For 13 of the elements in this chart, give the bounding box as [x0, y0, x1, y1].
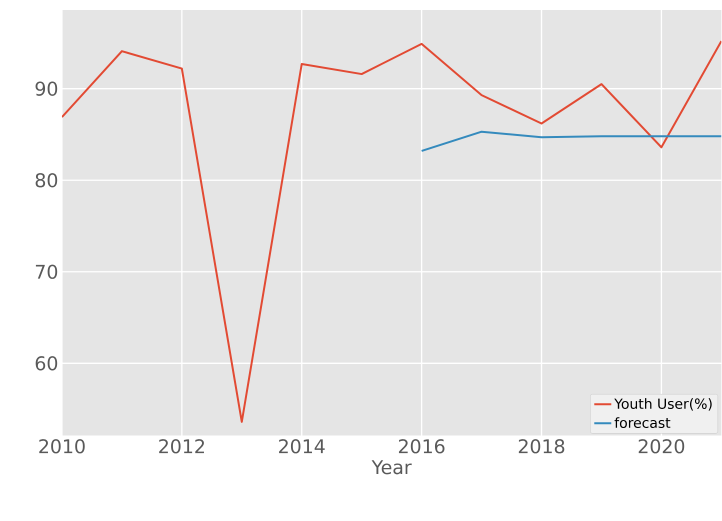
x-tick-label: 2016 — [398, 439, 444, 454]
x-tick-label: 2018 — [518, 439, 564, 454]
x-tick-label: 2010 — [39, 439, 85, 454]
y-tick-label: 60 — [36, 356, 58, 371]
x-tick-label: 2014 — [279, 439, 325, 454]
x-axis-title: Year — [372, 460, 412, 475]
x-tick-label: 2020 — [638, 439, 684, 454]
legend-label: Youth User(%) — [614, 398, 712, 411]
y-tick-label: 70 — [36, 264, 58, 280]
x-tick-label: 2012 — [159, 439, 204, 454]
legend-label: forecast — [614, 417, 670, 428]
y-tick-label: 90 — [36, 82, 58, 96]
y-tick-label: 80 — [36, 173, 58, 188]
